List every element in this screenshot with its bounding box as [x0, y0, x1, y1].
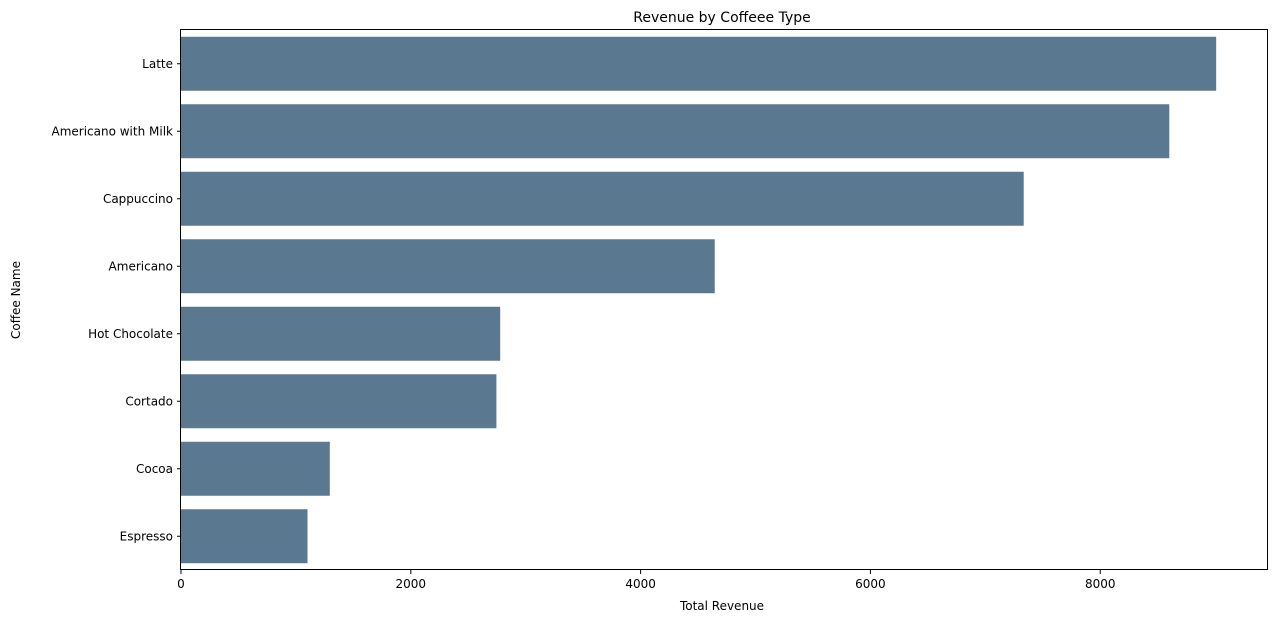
bar-cappuccino	[181, 171, 1024, 226]
bar-americano-with-milk	[181, 104, 1170, 159]
y-tick-label: Cortado	[125, 394, 173, 408]
y-tick-label: Cocoa	[136, 462, 173, 476]
x-tick-label: 6000	[855, 577, 886, 591]
y-tick-label: Cappuccino	[103, 192, 173, 206]
x-tick-label: 8000	[1085, 577, 1116, 591]
y-tick-label: Americano with Milk	[51, 124, 173, 138]
y-axis-label: Coffee Name	[9, 261, 23, 339]
y-axis-ticks: Latte Americano with Milk Cappuccino Americ…	[51, 57, 181, 543]
x-tick-label: 4000	[625, 577, 656, 591]
bar-hot-chocolate	[181, 306, 501, 361]
x-tick-label: 0	[177, 577, 185, 591]
y-tick-label: Espresso	[120, 529, 173, 543]
x-axis-label: Total Revenue	[679, 599, 764, 613]
y-tick-label: Americano	[109, 259, 173, 273]
plot-frame	[180, 29, 1268, 570]
chart-title: Revenue by Coffeee Type	[633, 10, 810, 26]
bar-americano	[181, 239, 715, 294]
x-axis-ticks: 0 2000 4000 6000 8000	[177, 570, 1116, 591]
bar-cocoa	[181, 441, 330, 496]
bar-cortado	[181, 374, 497, 429]
bar-latte	[181, 36, 1217, 91]
bar-espresso	[181, 509, 308, 564]
y-tick-label: Latte	[142, 57, 173, 71]
y-tick-label: Hot Chocolate	[88, 327, 173, 341]
x-tick-label: 2000	[396, 577, 427, 591]
bars	[181, 36, 1217, 564]
